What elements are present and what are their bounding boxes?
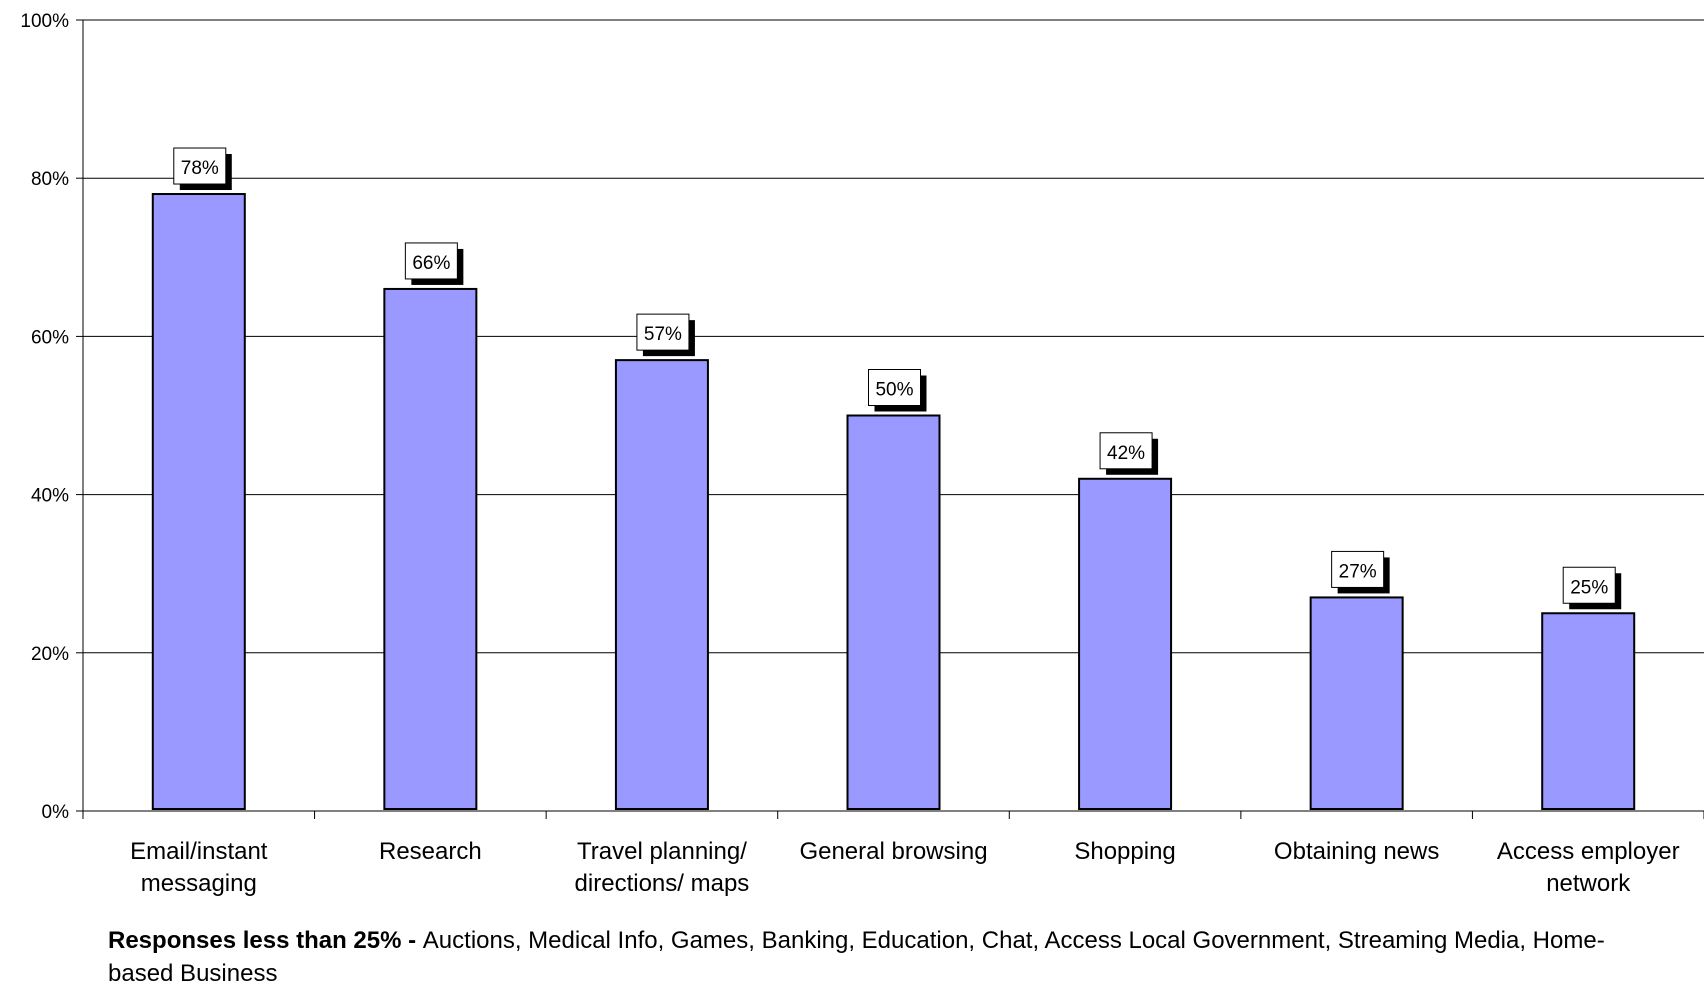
bar [1309, 596, 1404, 810]
x-axis-labels: Email/instant messaging Research Travel pla… [130, 838, 1679, 897]
data-label-box [636, 313, 690, 351]
data-label-box [173, 147, 227, 185]
category-label: Shopping [1074, 838, 1175, 865]
category-label: Research [379, 838, 482, 865]
footnote-text: Auctions, Medical Info, Games, Banking, … [108, 927, 1605, 987]
data-label-box [1099, 432, 1153, 470]
data-label-box [868, 369, 921, 406]
data-label-box [1562, 566, 1616, 604]
data-label: 25% [1570, 577, 1608, 598]
category-label: General browsing [799, 838, 987, 865]
bar [1078, 477, 1173, 810]
y-tick-label: 100% [20, 11, 69, 32]
data-label: 27% [1339, 561, 1377, 582]
data-label-box [404, 242, 458, 280]
category-label: Obtaining news [1274, 838, 1439, 865]
data-label: 78% [181, 158, 219, 179]
data-label: 42% [1107, 443, 1145, 464]
axes [76, 19, 1704, 819]
bar [614, 359, 709, 810]
category-label: Access employer network [1497, 838, 1680, 897]
y-tick-label: 40% [31, 486, 69, 507]
bar [846, 414, 941, 810]
data-labels: 78% 66% 57% 50% 42% 27% 25% [173, 147, 1622, 610]
y-tick-label: 20% [31, 644, 69, 665]
data-label-box [1331, 550, 1385, 588]
y-tick-label: 60% [31, 327, 69, 348]
footnote-heading: Responses less than 25% - [108, 927, 423, 954]
y-tick-label: 80% [31, 169, 69, 190]
data-label: 66% [412, 253, 450, 274]
category-label: Travel planning/directions/ maps [575, 838, 750, 897]
bar-chart: 78% 66% 57% 50% 42% 27% 25% Email/instant messa… [20, 11, 1704, 897]
data-label: 57% [644, 324, 682, 345]
bar [383, 287, 478, 810]
data-label: 50% [875, 380, 913, 401]
category-label: Email/instant messaging [130, 838, 268, 897]
y-tick-label: 0% [42, 802, 70, 823]
bar [151, 193, 246, 810]
y-axis-labels: 0% 20% 40% 60% 80% 100% [20, 11, 69, 823]
bars [151, 193, 1636, 810]
bar [1541, 612, 1636, 810]
gridlines [83, 19, 1704, 654]
footnote: Responses less than 25% - Auctions, Medi… [108, 924, 1648, 990]
